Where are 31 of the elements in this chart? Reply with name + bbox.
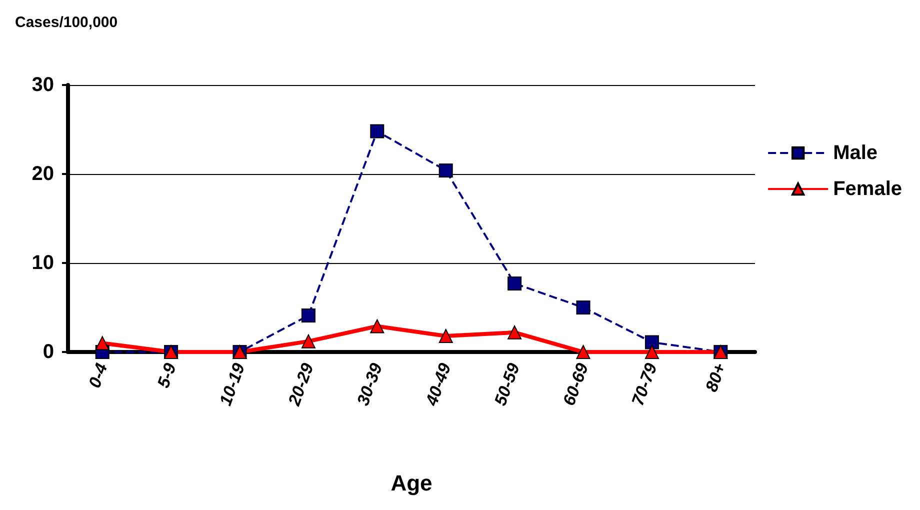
- point: [508, 325, 522, 340]
- x-tick-label: 5-9: [154, 360, 180, 390]
- point: [644, 345, 659, 359]
- point: [370, 124, 384, 138]
- y-tick-label: 10: [32, 252, 54, 274]
- legend-label: Male: [833, 142, 878, 164]
- point: [301, 308, 316, 323]
- x-tick-label: 40-49: [422, 360, 455, 410]
- point: [438, 328, 453, 343]
- y-tick-label: 0: [42, 341, 54, 363]
- point: [508, 276, 522, 290]
- x-tick-label: 50-59: [490, 360, 524, 408]
- x-tick-label: 10-19: [216, 360, 249, 408]
- x-tick-label: 0-4: [85, 360, 112, 390]
- point: [576, 300, 590, 314]
- x-tick-label: 80+: [702, 360, 730, 394]
- point: [95, 336, 110, 350]
- x-axis-title: Age: [390, 470, 432, 496]
- y-tick-label: 30: [32, 74, 54, 96]
- x-tick-label: 20-29: [284, 360, 318, 410]
- point: [301, 334, 316, 348]
- x-tick-label: 60-69: [559, 360, 592, 408]
- y-tick-label: 20: [32, 163, 54, 185]
- point: [644, 335, 659, 350]
- point: [370, 319, 384, 334]
- point: [576, 345, 590, 359]
- y-axis-title: Cases/100,000: [15, 14, 118, 31]
- point: [438, 163, 453, 178]
- x-tick-label: 30-39: [353, 360, 386, 408]
- x-tick-label: 70-79: [628, 360, 662, 408]
- legend-label: Female: [833, 178, 902, 200]
